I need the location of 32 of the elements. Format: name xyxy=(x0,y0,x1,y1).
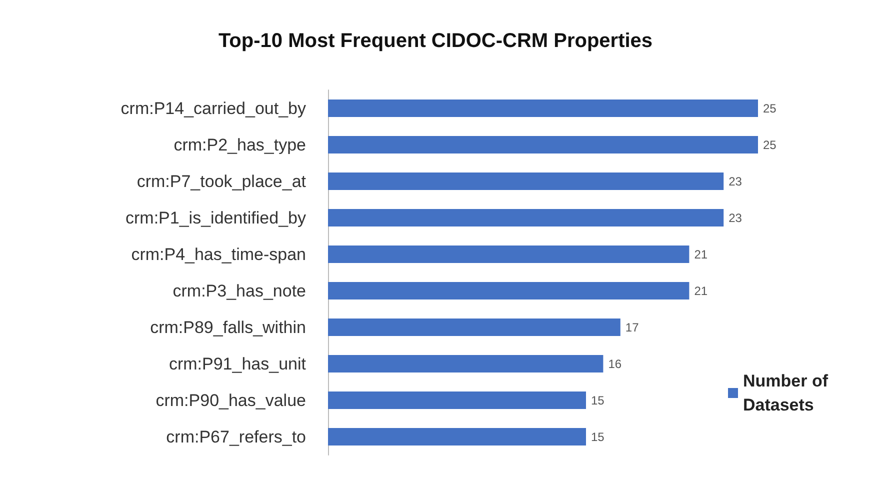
y-tick-label: crm:P2_has_type xyxy=(174,135,306,154)
bar xyxy=(328,354,604,373)
data-label: 16 xyxy=(608,356,622,371)
y-tick-label: crm:P90_has_value xyxy=(156,390,306,410)
chart-title: Top-10 Most Frequent CIDOC-CRM Properties xyxy=(218,30,653,52)
bar xyxy=(328,391,586,410)
y-tick-label: crm:P67_refers_to xyxy=(166,427,306,446)
bar xyxy=(328,428,586,446)
data-label: 25 xyxy=(763,138,777,152)
bar xyxy=(328,282,690,300)
y-tick-label: crm:P14_carried_out_by xyxy=(120,98,306,118)
bar xyxy=(328,318,620,336)
y-tick-label: crm:P91_has_unit xyxy=(168,354,306,374)
y-tick-label: crm:P7_took_place_at xyxy=(136,172,306,191)
bar xyxy=(328,245,690,264)
y-tick-label: crm:P3_has_note xyxy=(172,281,306,300)
data-label: 23 xyxy=(728,210,742,225)
y-tick-label: crm:P89_falls_within xyxy=(150,318,306,337)
data-label: 25 xyxy=(763,101,777,116)
bar xyxy=(328,99,758,118)
legend-label: Number of Datasets xyxy=(743,372,833,414)
bar xyxy=(328,208,724,227)
data-label: 17 xyxy=(625,320,640,334)
data-label: 21 xyxy=(694,284,708,298)
y-tick-label: crm:P4_has_time-span xyxy=(131,244,306,264)
bar xyxy=(328,172,724,190)
data-label: 15 xyxy=(591,393,605,408)
y-tick-label: crm:P1_is_identified_by xyxy=(126,208,306,228)
data-label: 15 xyxy=(591,430,605,444)
bar xyxy=(328,136,758,154)
data-label: 23 xyxy=(728,174,742,188)
data-label: 21 xyxy=(694,247,708,262)
